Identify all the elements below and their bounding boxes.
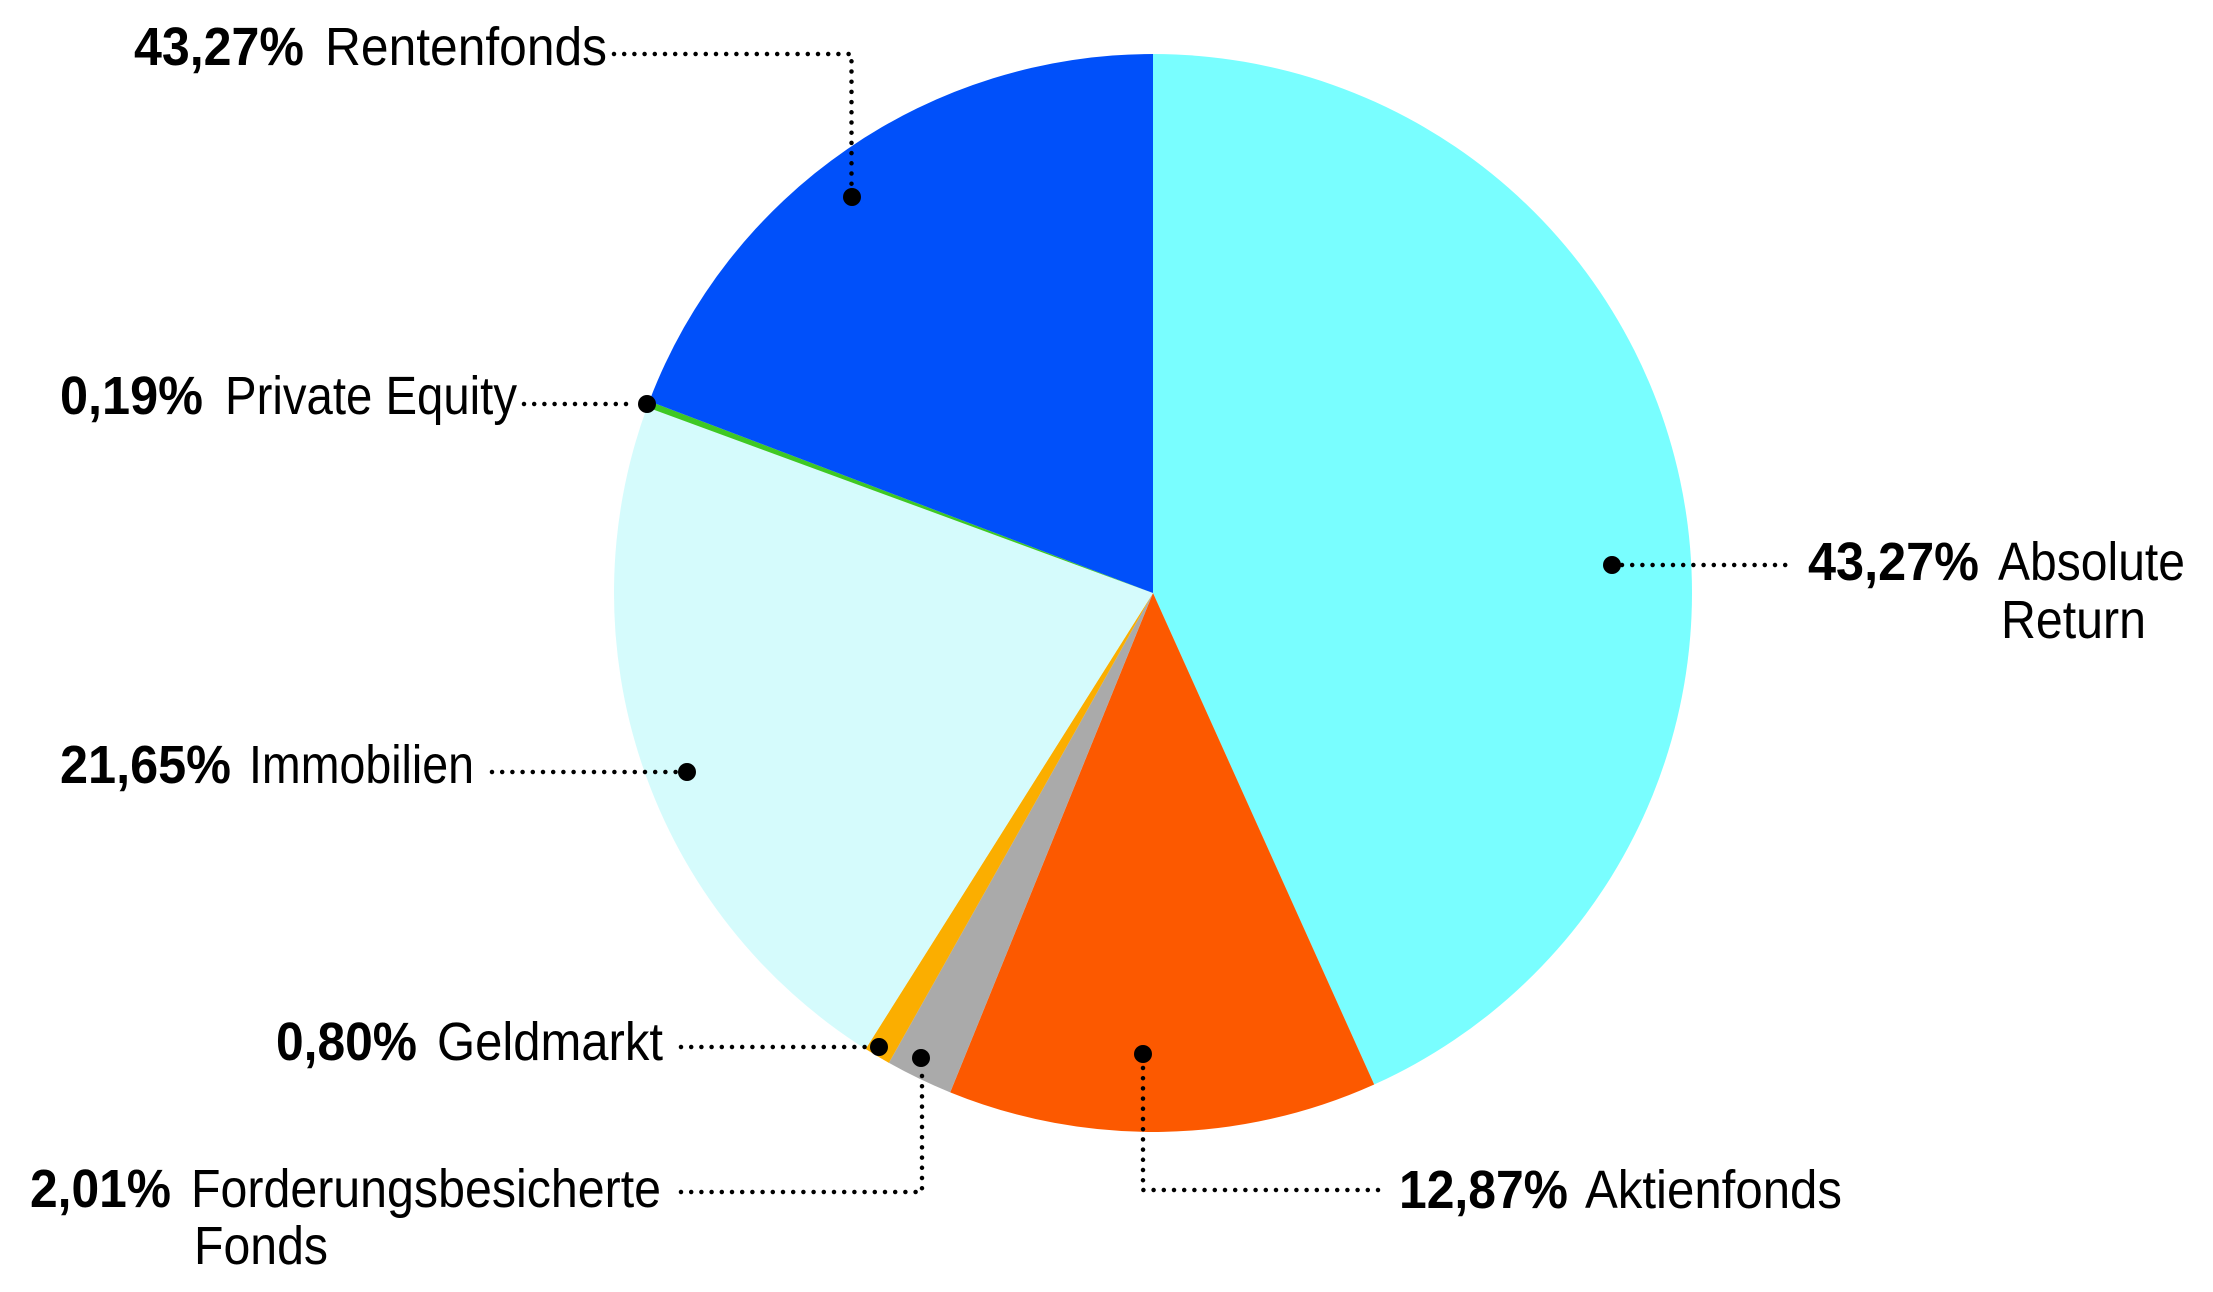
svg-text:12,87%Aktienfonds: 12,87% Aktienfonds [1399,1160,1842,1220]
svg-text:43,27%Rentenfonds: 43,27% Rentenfonds [134,17,607,77]
svg-text:0,80%Geldmarkt: 0,80% Geldmarkt [276,1012,663,1072]
svg-text:0,19%Private Equity: 0,19% Private Equity [60,366,517,426]
svg-text:21,65%Immobilien: 21,65% Immobilien [60,735,474,795]
